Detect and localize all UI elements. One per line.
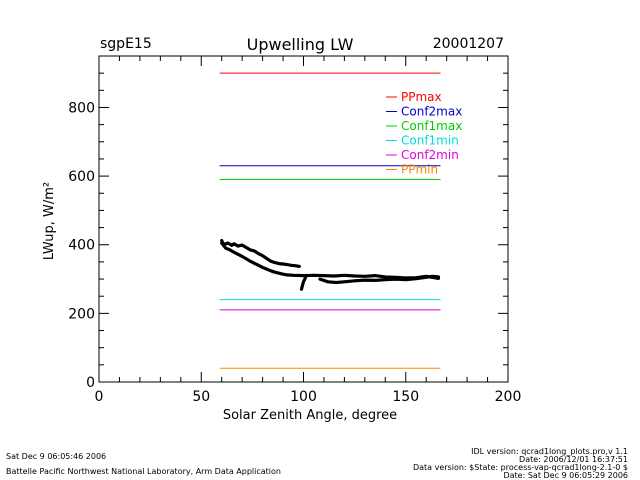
legend-label-ppmin: PPmin — [401, 163, 438, 177]
x-tick-label: 100 — [290, 389, 317, 405]
x-axis-title: Solar Zenith Angle, degree — [223, 408, 397, 423]
series-lines — [220, 239, 441, 291]
legend-label-conf2max: Conf2max — [401, 105, 462, 119]
y-tick-label: 0 — [86, 375, 95, 391]
axes-ticks — [98, 55, 509, 383]
data-series-1 — [220, 239, 301, 268]
site-label: sgpE15 — [100, 36, 152, 52]
y-tick-label: 400 — [68, 238, 95, 254]
date-label: 20001207 — [432, 36, 504, 52]
footer-right-line1: IDL version: qcrad1long_plots.pro,v 1.1 — [471, 447, 628, 456]
footer-right-line3: Data version: $State: process-vap-qcrad1… — [412, 463, 628, 472]
limit-lines — [219, 72, 441, 369]
x-tick-label: 150 — [392, 389, 419, 405]
legend: PPmaxConf2maxConf1maxConf1minConf2minPPm… — [386, 90, 462, 177]
chart-title: Upwelling LW — [246, 35, 354, 54]
legend-label-conf1max: Conf1max — [401, 119, 462, 133]
data-series-3 — [318, 274, 441, 285]
y-axis-title: LWup, W/m² — [42, 182, 57, 260]
y-tick-label: 200 — [68, 306, 95, 322]
data-series-4 — [299, 276, 308, 291]
footer-right-line2: Date: 2006/12/01 16:37:51 — [519, 455, 628, 464]
footer-left-line2: Battelle Pacific Northwest National Labo… — [6, 467, 281, 476]
tick-labels: 0 50 100 150 200 0 200 400 600 800 — [68, 100, 521, 405]
legend-label-conf1min: Conf1min — [401, 134, 459, 148]
x-tick-label: 200 — [495, 389, 522, 405]
footer-right-line4: Date: Sat Dec 9 06:05:29 2006 — [503, 471, 628, 480]
x-tick-label: 50 — [192, 389, 210, 405]
footer-left-line1: Sat Dec 9 06:05:46 2006 — [6, 452, 107, 461]
x-tick-label: 0 — [95, 389, 104, 405]
legend-label-conf2min: Conf2min — [401, 148, 459, 162]
y-tick-label: 600 — [68, 169, 95, 185]
data-series-2 — [220, 241, 441, 280]
legend-label-ppmax: PPmax — [401, 90, 442, 104]
y-tick-label: 800 — [68, 100, 95, 116]
